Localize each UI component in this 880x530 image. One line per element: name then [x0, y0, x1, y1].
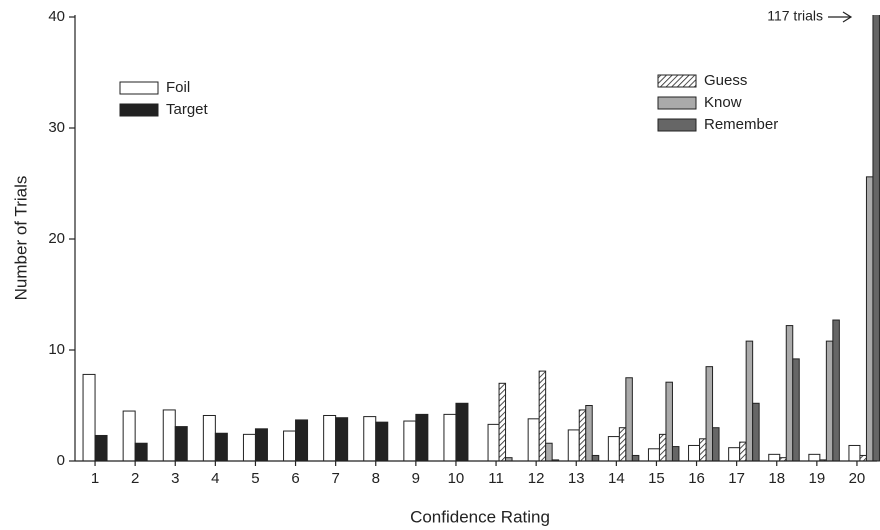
- bar: [705, 366, 714, 462]
- legend-label: Remember: [704, 116, 778, 133]
- bar: [872, 15, 880, 462]
- x-tick-label: 17: [728, 470, 745, 487]
- bar: [363, 416, 377, 462]
- y-tick-label: 30: [48, 119, 65, 136]
- x-tick-label: 14: [608, 470, 625, 487]
- y-tick-label: 40: [48, 8, 65, 25]
- bar: [283, 430, 297, 462]
- bar: [752, 402, 760, 462]
- bar: [785, 325, 794, 462]
- x-tick-label: 11: [488, 470, 504, 487]
- bar: [647, 448, 660, 462]
- bar: [591, 454, 600, 462]
- legend-swatch: [119, 81, 159, 95]
- bar: [122, 410, 136, 462]
- legend-label: Know: [704, 94, 742, 111]
- bar: [607, 436, 620, 462]
- bar: [443, 413, 457, 462]
- bar: [728, 447, 741, 462]
- y-tick-label: 10: [48, 341, 65, 358]
- bar: [625, 377, 633, 462]
- x-tick-label: 15: [648, 470, 665, 487]
- bar: [618, 427, 627, 462]
- bar: [739, 441, 747, 462]
- bar: [699, 438, 707, 462]
- x-tick-label: 16: [688, 470, 705, 487]
- x-tick-label: 7: [331, 470, 339, 487]
- annotation: 117 trials: [767, 8, 823, 24]
- bar: [82, 373, 96, 462]
- bar: [254, 428, 268, 462]
- bar: [671, 446, 680, 462]
- bar: [134, 442, 148, 462]
- bar: [487, 423, 500, 462]
- x-tick-label: 1: [91, 470, 99, 487]
- x-tick-label: 9: [412, 470, 420, 487]
- legend-swatch: [657, 118, 697, 132]
- bar: [745, 340, 754, 462]
- x-tick-label: 5: [251, 470, 259, 487]
- x-axis-label: Confidence Rating: [410, 507, 550, 526]
- bar: [631, 454, 640, 462]
- x-tick-label: 8: [372, 470, 380, 487]
- bar: [665, 381, 673, 462]
- bar: [375, 421, 389, 462]
- bar: [242, 433, 256, 462]
- bar: [455, 402, 469, 462]
- bar: [94, 434, 108, 462]
- x-tick-label: 10: [448, 470, 465, 487]
- x-tick-label: 3: [171, 470, 179, 487]
- bar: [768, 453, 781, 462]
- x-tick-label: 20: [849, 470, 866, 487]
- bar: [658, 433, 667, 462]
- x-tick-label: 18: [768, 470, 785, 487]
- bars: [82, 15, 880, 462]
- y-tick-label: 20: [48, 230, 65, 247]
- bar: [792, 358, 800, 462]
- legend-label: Foil: [166, 79, 190, 96]
- legend-swatch: [119, 103, 159, 117]
- bar: [403, 420, 417, 462]
- legend-label: Target: [166, 101, 209, 118]
- bar: [832, 319, 840, 462]
- bar: [859, 454, 867, 462]
- x-tick-label: 4: [211, 470, 219, 487]
- x-tick-label: 19: [809, 470, 826, 487]
- bar: [545, 442, 553, 462]
- x-tick-label: 6: [291, 470, 299, 487]
- y-axis-label: Number of Trials: [11, 176, 30, 301]
- legend-label: Guess: [704, 72, 747, 89]
- legend-swatch: [657, 96, 697, 110]
- bar: [214, 432, 228, 462]
- bar: [202, 414, 216, 462]
- y-tick-label: 0: [57, 452, 65, 469]
- bar: [335, 417, 349, 462]
- bar: [578, 409, 587, 462]
- legend-swatch: [657, 74, 697, 88]
- bar: [688, 444, 701, 462]
- bar: [323, 414, 337, 462]
- x-tick-label: 13: [568, 470, 585, 487]
- bar: [162, 409, 176, 462]
- bar: [174, 426, 188, 462]
- bar: [538, 370, 547, 462]
- bar: [808, 453, 821, 462]
- bar: [295, 419, 309, 462]
- bar: [848, 444, 861, 462]
- bar: [498, 382, 507, 462]
- bar: [585, 405, 593, 462]
- bar: [712, 427, 720, 462]
- x-tick-label: 2: [131, 470, 139, 487]
- bar: [415, 413, 429, 462]
- x-tick-label: 12: [528, 470, 545, 487]
- annotation-arrowhead: [842, 11, 853, 23]
- bar: [865, 176, 874, 462]
- bar: [527, 418, 540, 462]
- bar: [825, 340, 834, 462]
- bar: [567, 429, 580, 462]
